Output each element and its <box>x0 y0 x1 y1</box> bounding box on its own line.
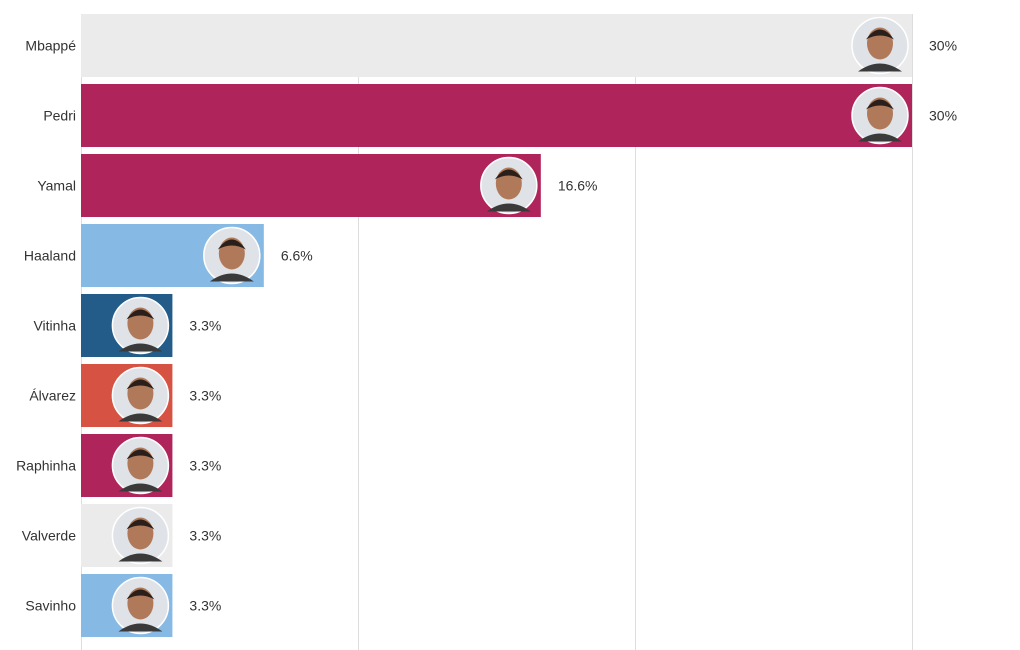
player-photo-icon <box>111 296 170 355</box>
category-label-8: Savinho <box>25 598 76 614</box>
player-photo-icon <box>111 366 170 425</box>
value-label-7: 3.3% <box>189 528 221 544</box>
avatars <box>111 16 909 635</box>
value-label-6: 3.3% <box>189 458 221 474</box>
category-label-7: Valverde <box>22 528 76 544</box>
value-labels: 30% 30% 16.6% 6.6% 3.3% 3.3% 3.3% 3.3% 3.3% <box>189 38 957 614</box>
category-label-5: Álvarez <box>29 388 76 404</box>
category-label-1: Pedri <box>43 108 76 124</box>
category-label-0: Mbappé <box>25 38 76 54</box>
value-label-4: 3.3% <box>189 318 221 334</box>
value-label-8: 3.3% <box>189 598 221 614</box>
bar-1 <box>81 84 912 147</box>
bars <box>81 14 912 637</box>
category-label-4: Vitinha <box>33 318 76 334</box>
value-label-5: 3.3% <box>189 388 221 404</box>
bar-0 <box>81 14 912 77</box>
player-photo-icon <box>111 576 170 635</box>
value-label-3: 6.6% <box>281 248 313 264</box>
value-label-1: 30% <box>929 108 957 124</box>
player-photo-icon <box>851 16 909 75</box>
bar-2 <box>81 154 541 217</box>
category-label-6: Raphinha <box>16 458 76 474</box>
value-label-0: 30% <box>929 38 957 54</box>
player-photo-icon <box>851 86 909 145</box>
category-label-3: Haaland <box>24 248 76 264</box>
category-labels: Mbappé Pedri Yamal Haaland Vitinha Álvarez Rap… <box>16 38 76 614</box>
player-photo-icon <box>480 156 538 215</box>
player-photo-icon <box>111 436 170 495</box>
value-label-2: 16.6% <box>558 178 598 194</box>
player-photo-icon <box>203 226 261 285</box>
player-photo-icon <box>111 506 170 565</box>
category-label-2: Yamal <box>37 178 76 194</box>
